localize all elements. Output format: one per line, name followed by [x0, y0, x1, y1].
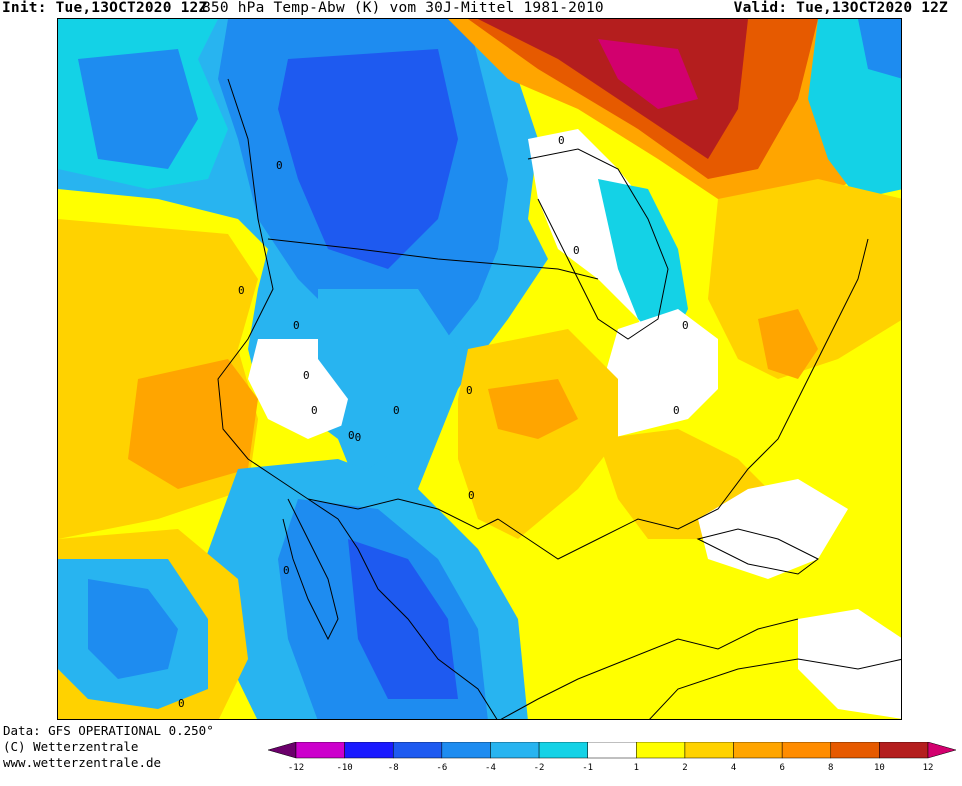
legend-tick-label: 10	[874, 763, 885, 773]
map-title: 850 hPa Temp-Abw (K) vom 30J-Mittel 1981…	[202, 0, 604, 16]
coastline-central-am	[500, 618, 799, 719]
field-magenta-arctic	[598, 39, 698, 109]
field-red-arctic	[478, 19, 748, 159]
field-blue-mexico2	[348, 539, 458, 699]
legend-swatch	[441, 741, 491, 759]
field-deepblue-canada	[278, 49, 458, 269]
field-blue-sw	[88, 579, 178, 679]
legend-swatch	[733, 741, 783, 759]
field-darkorange-central	[488, 379, 578, 439]
legend-tick-label: 6	[779, 763, 784, 773]
legend-swatch	[830, 741, 880, 759]
legend-tick-label: -1	[582, 763, 593, 773]
legend-tick-label: 12	[923, 763, 934, 773]
field-orange-east	[708, 179, 901, 379]
coastline-sa	[649, 658, 901, 719]
border-us-canada	[267, 238, 599, 280]
legend-tick-label: -4	[485, 763, 496, 773]
contour-label: 0	[468, 489, 475, 502]
contour-label: 0	[573, 244, 580, 257]
contour-label: -0	[348, 431, 361, 444]
website-url[interactable]: www.wetterzentrale.de	[3, 755, 162, 770]
contour-label: 0	[466, 384, 473, 397]
contour-label: 0	[682, 319, 689, 332]
copyright-credit: (C) Wetterzentrale	[3, 739, 139, 754]
legend-tick-label: -10	[336, 763, 352, 773]
legend-swatch	[344, 741, 394, 759]
contour-label: 0	[283, 564, 290, 577]
coastline-gulf	[497, 238, 869, 560]
field-darkorange-east	[758, 309, 818, 379]
legend-swatch-left-arrow	[267, 741, 297, 759]
field-blue-pacific	[78, 49, 198, 169]
contour-label: 0	[276, 159, 283, 172]
legend-tick-label: 1	[634, 763, 639, 773]
field-white-lakes	[598, 309, 718, 439]
legend-swatch	[538, 741, 588, 759]
field-darkorange-west	[128, 359, 258, 489]
contour-label: 0	[348, 429, 355, 442]
legend-swatch	[879, 741, 929, 759]
coastline-baja	[282, 498, 339, 641]
coastline-hudson	[527, 148, 669, 340]
legend-tick-label: -12	[288, 763, 304, 773]
init-time-label: Init: Tue,13OCT2020 12Z	[2, 0, 208, 16]
legend-tick-label: 8	[828, 763, 833, 773]
legend-swatch	[636, 741, 686, 759]
legend-tick-label: 2	[682, 763, 687, 773]
contour-label: 0	[303, 369, 310, 382]
color-legend: -12 -10 -8 -6 -4 -2 -1 1 2 4 6 8 10 12	[267, 741, 960, 782]
coastline-cuba	[696, 528, 819, 575]
legend-swatch	[295, 741, 345, 759]
border-us-mexico	[307, 498, 499, 530]
coastline-west	[217, 78, 498, 719]
legend-swatch	[392, 741, 443, 759]
legend-tick-label: -8	[388, 763, 399, 773]
legend-swatch	[684, 741, 734, 759]
legend-swatch	[490, 741, 540, 759]
contour-label: 0	[673, 404, 680, 417]
contour-label: 0	[558, 134, 565, 147]
legend-swatch	[781, 741, 832, 759]
legend-tick-label: 4	[731, 763, 736, 773]
legend-swatch-right-arrow	[927, 741, 957, 759]
legend-tick-label: -2	[534, 763, 545, 773]
anomaly-map: 0 0 0 0 0 0 0 0 -0 0 0 0 0 0 0 0	[57, 18, 902, 720]
legend-swatch	[587, 741, 637, 759]
legend-tick-label: -6	[436, 763, 447, 773]
contour-label: 0	[178, 697, 185, 710]
field-blue-ne	[858, 19, 901, 79]
field-cyan-hudson	[598, 179, 688, 349]
field-white-atl	[798, 609, 901, 719]
contour-label: 0	[311, 404, 318, 417]
contour-label: 0	[293, 319, 300, 332]
valid-time-label: Valid: Tue,13OCT2020 12Z	[733, 0, 948, 16]
contour-label: 0	[238, 284, 245, 297]
contour-label: 0	[393, 404, 400, 417]
field-white-carib	[698, 479, 848, 579]
field-cyan-rockies	[318, 289, 458, 469]
data-source-credit: Data: GFS OPERATIONAL 0.250°	[3, 723, 214, 738]
